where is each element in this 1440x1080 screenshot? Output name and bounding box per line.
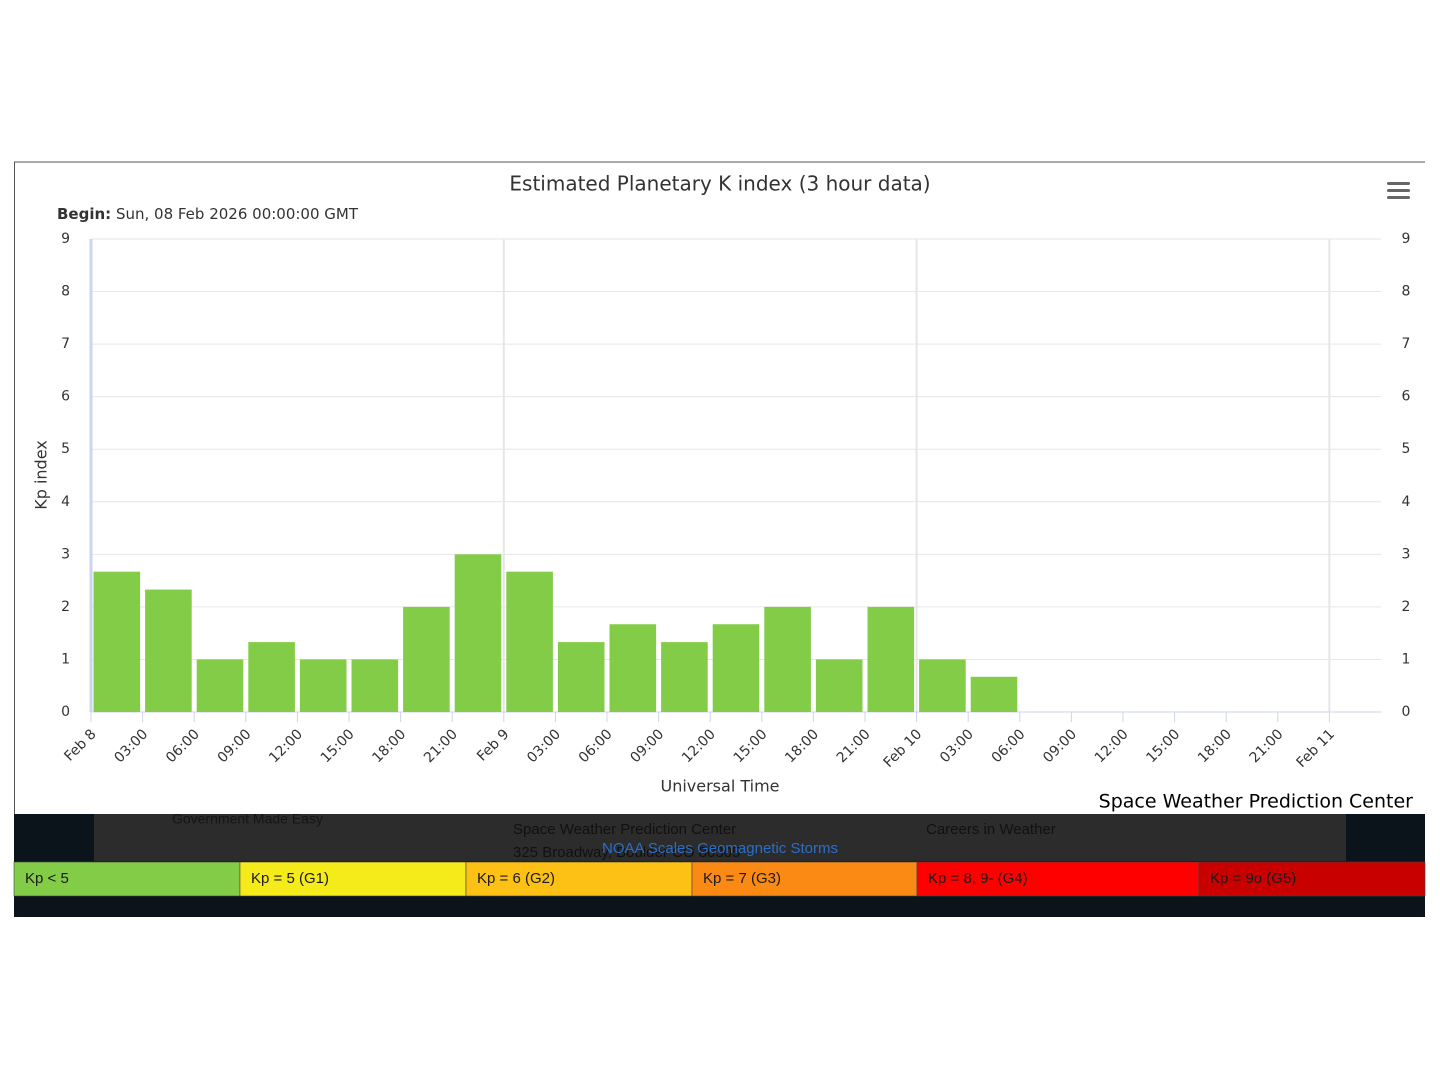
- bar: [764, 606, 811, 712]
- scale-label: Kp = 6 (G2): [477, 870, 555, 887]
- y2-tick-label: 5: [1402, 441, 1411, 457]
- bar: [661, 642, 708, 712]
- bar: [299, 659, 347, 712]
- footer-text: Government Made Easy: [172, 811, 323, 827]
- y-tick-label: 6: [61, 389, 70, 405]
- scale-swatch: [1198, 861, 1426, 897]
- y2-tick-label: 8: [1402, 284, 1411, 300]
- y-tick-label: 2: [61, 599, 70, 615]
- chart-title: Estimated Planetary K index (3 hour data…: [509, 172, 930, 196]
- y-tick-label: 1: [61, 651, 70, 667]
- bar: [145, 589, 192, 712]
- y-tick-label: 0: [61, 704, 70, 720]
- y2-tick-label: 6: [1402, 389, 1411, 405]
- menu-button[interactable]: [1387, 182, 1410, 199]
- footer-text: Careers in Weather: [926, 821, 1056, 838]
- y-axis-title: Kp index: [32, 440, 51, 510]
- y-tick-label: 8: [61, 284, 70, 300]
- chart-background: [14, 162, 1425, 814]
- y2-tick-label: 1: [1402, 651, 1411, 667]
- bar: [403, 606, 450, 712]
- scale-swatch: [691, 861, 918, 897]
- y2-tick-label: 3: [1402, 546, 1411, 562]
- credit: Space Weather Prediction Center: [1099, 791, 1414, 813]
- bar: [970, 676, 1018, 712]
- scale-swatch: [239, 861, 467, 897]
- bar: [93, 571, 141, 712]
- menu-bar: [1387, 182, 1410, 185]
- menu-bar: [1387, 196, 1410, 199]
- scale-label: Kp = 9o (G5): [1210, 870, 1296, 887]
- bar: [557, 642, 605, 712]
- y-tick-label: 3: [61, 546, 70, 562]
- x-axis-title: Universal Time: [660, 777, 779, 796]
- y2-tick-label: 0: [1402, 704, 1411, 720]
- y2-tick-label: 2: [1402, 599, 1411, 615]
- scale-swatch: [465, 861, 693, 897]
- y-tick-label: 5: [61, 441, 70, 457]
- bar: [248, 642, 295, 712]
- y-tick-label: 9: [61, 231, 70, 247]
- bar: [196, 659, 244, 712]
- bar: [919, 659, 966, 712]
- bar: [454, 554, 502, 712]
- y2-tick-label: 9: [1402, 231, 1411, 247]
- bar: [712, 624, 760, 712]
- subtitle-label: Begin:: [57, 205, 111, 223]
- scale-label: Kp = 7 (G3): [703, 870, 781, 887]
- bar: [351, 659, 399, 712]
- bar: [506, 571, 553, 712]
- y2-tick-label: 4: [1402, 494, 1411, 510]
- y-tick-label: 7: [61, 336, 70, 352]
- scale-label: Kp < 5: [25, 870, 69, 887]
- footer-text: 325 Broadway, Boulder CO 80305: [513, 844, 740, 861]
- scale-swatch: [916, 861, 1200, 897]
- footer-link[interactable]: NOAA Scales Geomagnetic Storms: [602, 840, 838, 857]
- scale-label: Kp = 8, 9- (G4): [928, 870, 1028, 887]
- bar: [609, 624, 657, 712]
- footer-panel: [94, 814, 1346, 861]
- y2-tick-label: 7: [1402, 336, 1411, 352]
- y-tick-label: 4: [61, 494, 70, 510]
- subtitle-value: Sun, 08 Feb 2026 00:00:00 GMT: [116, 205, 359, 223]
- menu-bar: [1387, 189, 1410, 192]
- subtitle: Begin: Sun, 08 Feb 2026 00:00:00 GMT: [57, 205, 359, 223]
- footer-text: Space Weather Prediction Center: [513, 821, 736, 838]
- scale-swatch: [13, 861, 241, 897]
- kp-scale: Kp < 5 Kp = 5 (G1) Kp = 6 (G2) Kp = 7 (G3) K…: [13, 861, 1426, 897]
- bar: [867, 606, 915, 712]
- bar: [815, 659, 863, 712]
- scale-label: Kp = 5 (G1): [251, 870, 329, 887]
